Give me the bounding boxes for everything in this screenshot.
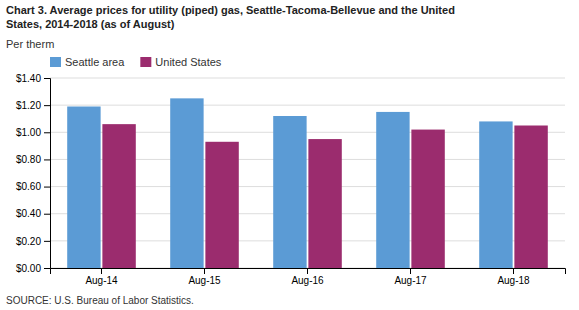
bar <box>205 142 238 268</box>
y-tick-label: $0.20 <box>16 236 41 247</box>
title: Chart 3. Average prices for utility (pip… <box>6 4 455 16</box>
y-axis-line <box>44 79 51 269</box>
y-tick-label: $0.40 <box>16 208 41 219</box>
x-tick: Aug-16 <box>291 268 324 286</box>
y-tick: $1.20 <box>16 100 50 111</box>
bar <box>411 130 444 268</box>
chart: Chart 3. Average prices for utility (pip… <box>0 0 579 310</box>
y-tick-mark <box>44 105 50 106</box>
x-tick-mark <box>101 268 102 274</box>
bar <box>308 139 341 268</box>
bar <box>376 112 409 268</box>
x-tick-label: Aug-14 <box>85 275 118 286</box>
legend-label: Seattle area <box>65 56 125 68</box>
y-tick-mark <box>44 159 50 160</box>
x-tick-label: Aug-17 <box>394 275 427 286</box>
y-tick-label: $1.00 <box>16 127 41 138</box>
y-tick-mark <box>44 214 50 215</box>
series <box>102 124 547 268</box>
x-axis-line <box>51 269 566 275</box>
grid <box>50 78 565 268</box>
legend-item: United States <box>140 56 222 68</box>
x-tick-mark <box>513 268 514 274</box>
y-tick-mark <box>44 241 50 242</box>
x-tick: Aug-18 <box>497 268 530 286</box>
y-tick-label: $1.20 <box>16 100 41 111</box>
y-tick-label: $0.00 <box>16 263 41 274</box>
y-tick-mark <box>44 187 50 188</box>
y-tick: $0.00 <box>16 263 50 274</box>
y-axis: $0.00 $0.20 $0.40 $0.60 $0.80 $1.00 $1.20 $1.40 <box>16 73 51 274</box>
y-tick-label: $0.60 <box>16 181 41 192</box>
x-tick: Aug-17 <box>394 268 427 286</box>
y-tick-label: $1.40 <box>16 73 41 84</box>
y-axis-label: Per therm <box>6 38 54 50</box>
x-tick-mark <box>307 268 308 274</box>
y-tick-mark <box>44 268 50 269</box>
x-tick-mark <box>204 268 205 274</box>
y-tick: $0.20 <box>16 236 50 247</box>
y-tick: $0.80 <box>16 154 50 165</box>
legend-swatch <box>140 57 151 67</box>
x-tick-label: Aug-16 <box>291 275 324 286</box>
grid-line <box>50 78 565 79</box>
legend-swatch <box>50 57 61 67</box>
y-tick: $1.00 <box>16 127 50 138</box>
x-tick: Aug-15 <box>188 268 221 286</box>
bar <box>170 98 203 268</box>
bar <box>514 126 547 269</box>
y-tick: $0.40 <box>16 208 50 219</box>
y-tick-mark <box>44 132 50 133</box>
legend: Seattle area United States <box>50 56 222 68</box>
x-axis: Aug-14 Aug-15 Aug-16 Aug-17 Aug-18 <box>51 268 566 286</box>
x-tick-label: Aug-15 <box>188 275 221 286</box>
grid-line <box>50 105 565 106</box>
bar <box>102 124 135 268</box>
series <box>67 98 512 268</box>
legend-label: United States <box>155 56 222 68</box>
x-tick-mark <box>410 268 411 274</box>
y-tick-mark <box>44 78 50 79</box>
legend-item: Seattle area <box>50 56 125 68</box>
bar <box>479 121 512 268</box>
source: SOURCE: U.S. Bureau of Labor Statistics. <box>6 295 194 306</box>
y-tick: $1.40 <box>16 73 50 84</box>
bar <box>67 107 100 269</box>
title: States, 2014-2018 (as of August) <box>6 18 175 30</box>
bar <box>273 116 306 268</box>
x-tick: Aug-14 <box>85 268 118 286</box>
plot: $0.00 $0.20 $0.40 $0.60 $0.80 $1.00 $1.20 $1.40… <box>16 73 566 286</box>
y-tick-label: $0.80 <box>16 154 41 165</box>
bars <box>67 98 548 268</box>
y-tick: $0.60 <box>16 181 50 192</box>
x-tick-label: Aug-18 <box>497 275 530 286</box>
